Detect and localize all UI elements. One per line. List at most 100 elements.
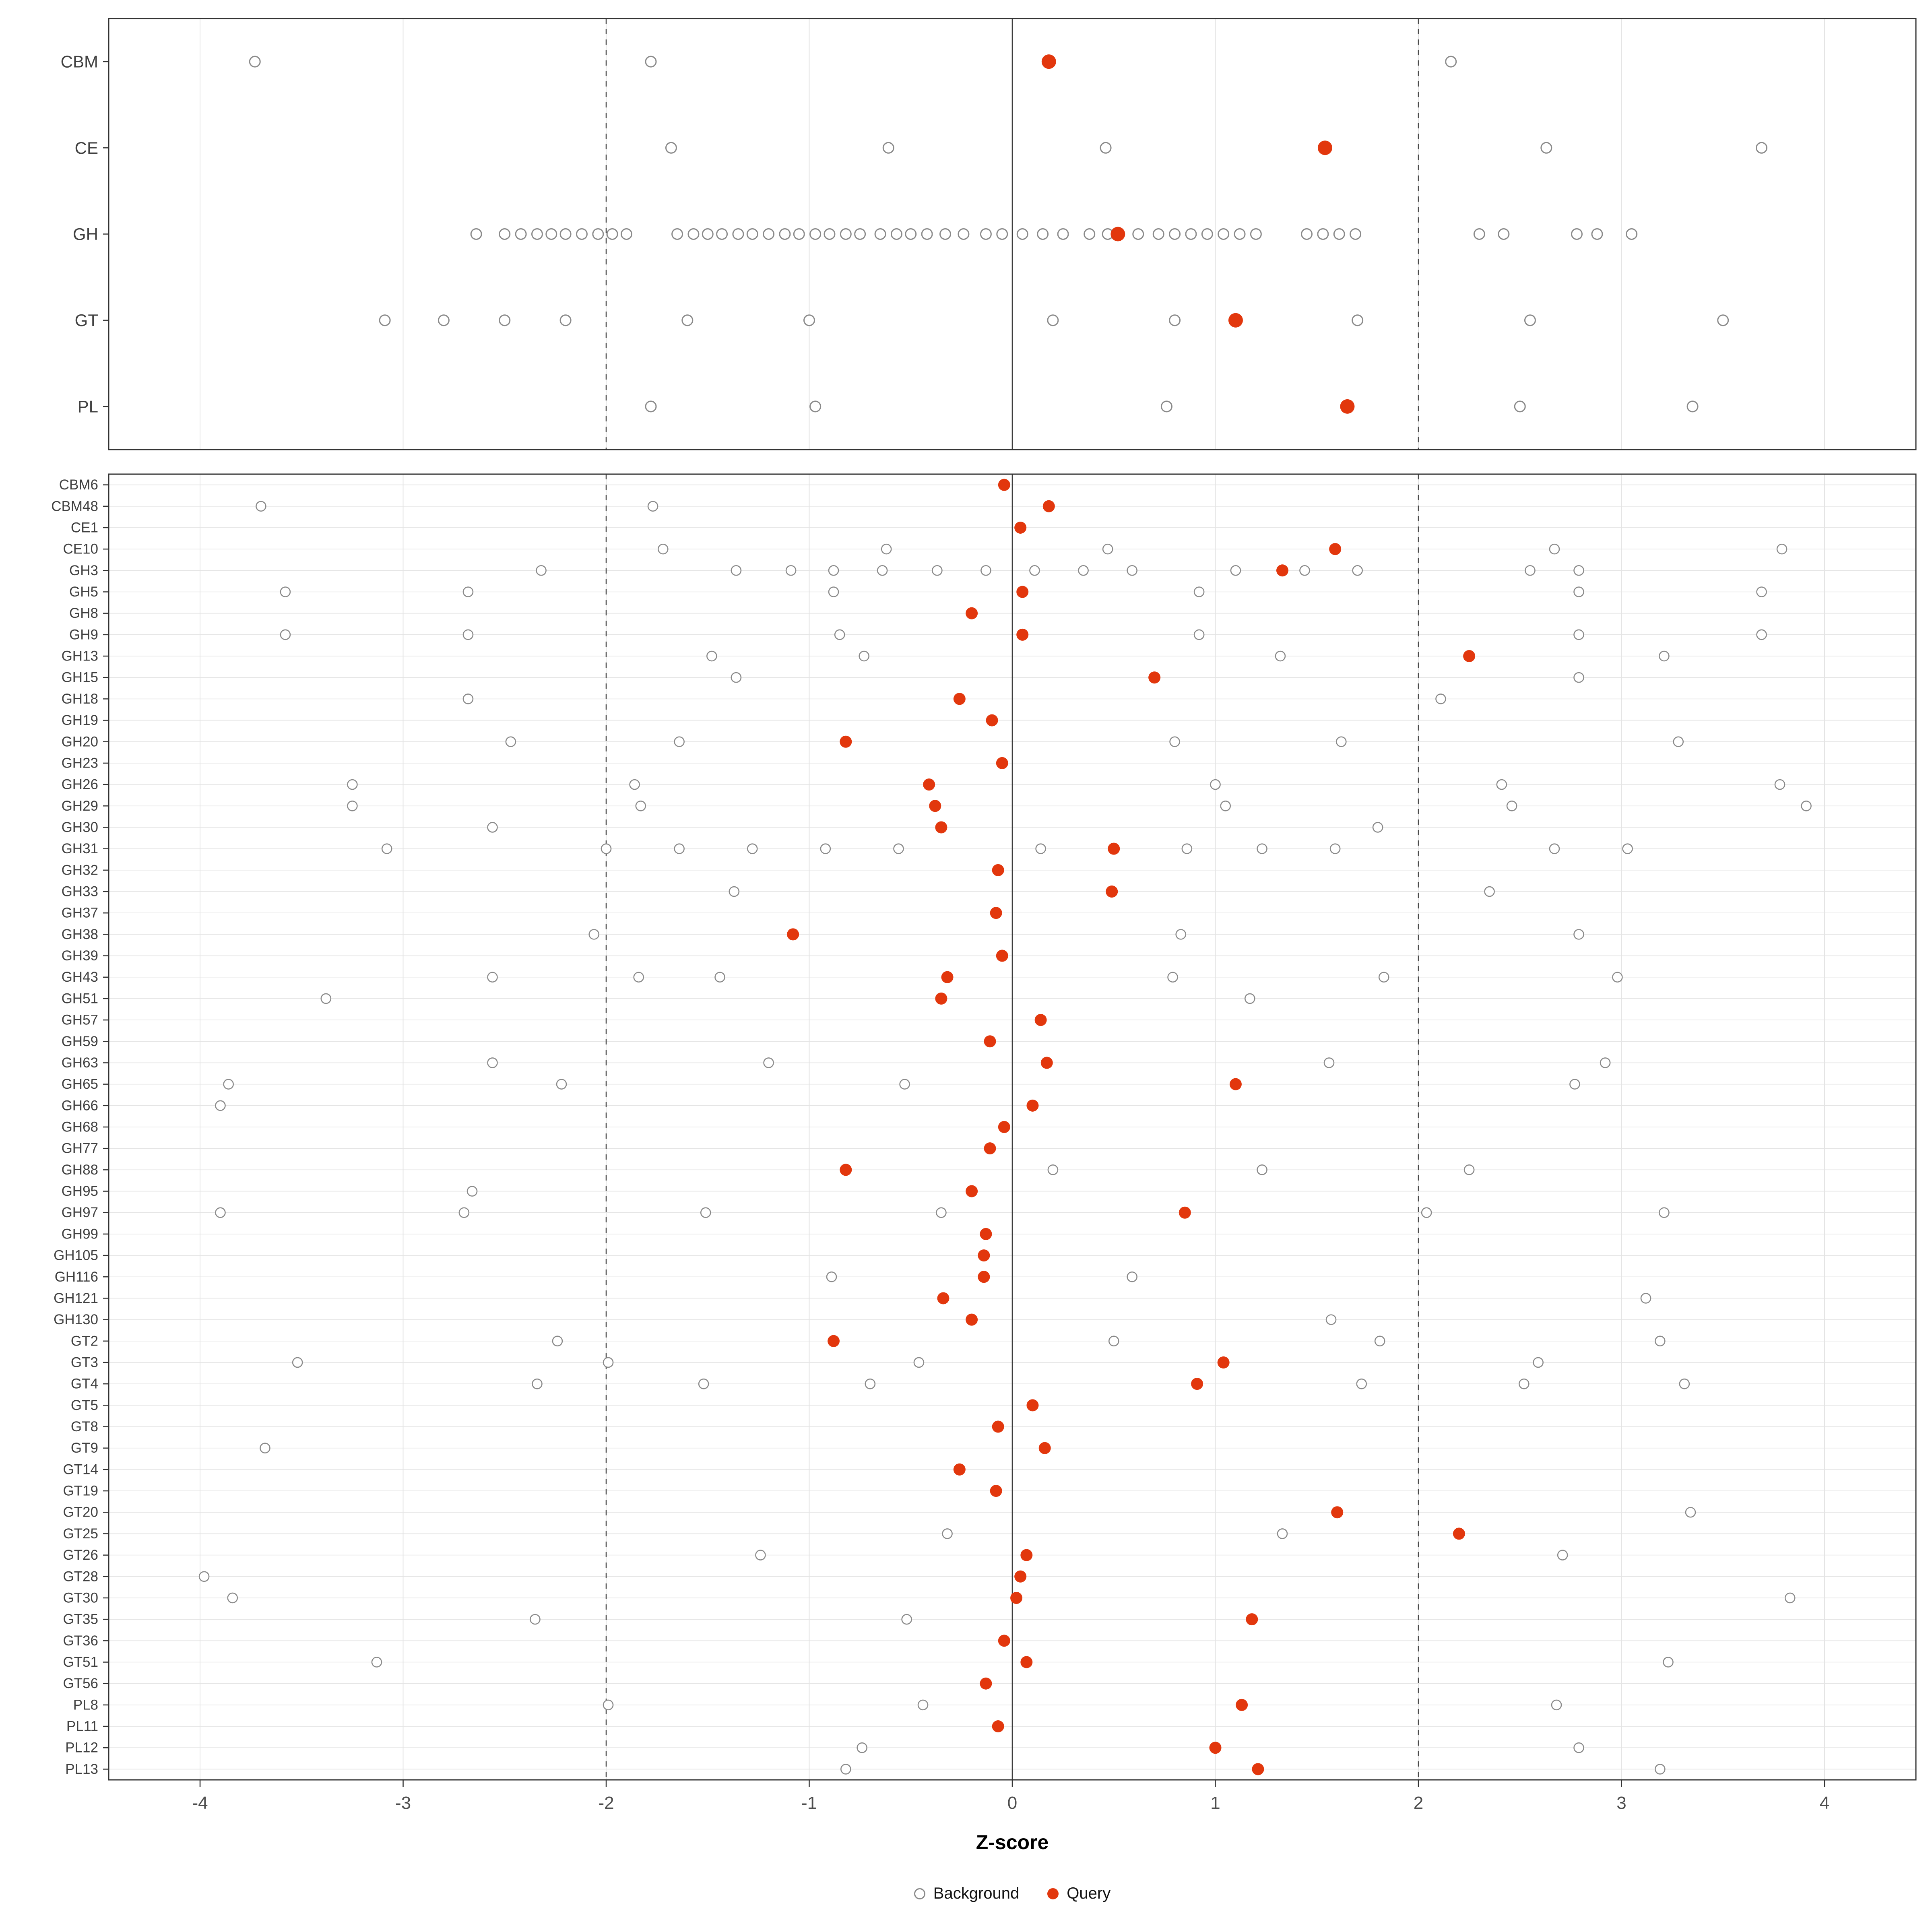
query-point [787,928,799,941]
query-point [1038,1442,1051,1454]
background-point [687,228,700,240]
x-tick-label: 0 [1007,1793,1017,1813]
background-point [732,228,744,240]
y-tick-label: GH95 [62,1183,98,1199]
background-point [881,543,892,555]
background-point [645,56,657,68]
query-point [966,607,978,619]
background-point [499,228,511,240]
background-point [1573,565,1584,576]
query-point [941,971,954,983]
y-tick-label: GH88 [62,1162,98,1178]
background-point [716,228,728,240]
y-tick-label: GH105 [54,1248,98,1263]
query-point [1020,1549,1033,1561]
background-point [657,543,669,555]
background-point [1557,1550,1568,1560]
legend-item-background: Background [914,1885,1019,1903]
query-point [1016,586,1029,598]
y-tick-label: GH43 [62,969,98,985]
background-point [674,843,685,854]
background-point [874,228,886,240]
background-point [1659,1207,1670,1218]
background-point [958,228,970,240]
background-point [731,672,742,683]
background-point [779,228,791,240]
background-point [809,228,822,240]
background-point [809,400,822,413]
background-point [215,1100,226,1111]
background-point [681,314,694,326]
y-tick-label: GT26 [63,1547,98,1563]
background-point [729,886,740,897]
background-point [592,228,604,240]
y-tick-label: CE [75,138,98,157]
background-point [1685,1507,1696,1518]
background-point [942,1528,953,1539]
y-tick-label: GH121 [54,1290,98,1306]
y-tick-label: GH68 [62,1119,98,1135]
background-point [292,1357,303,1368]
query-point [1331,1506,1344,1519]
background-point [1549,843,1560,854]
query-point [980,1677,992,1690]
query-point [998,479,1010,491]
query-point [828,1335,840,1347]
query-point [1228,313,1243,328]
query-point [1026,1399,1039,1412]
background-point [576,228,588,240]
background-point [1756,629,1767,640]
query-point [1453,1527,1465,1540]
background-point [1335,736,1347,747]
background-point [747,843,758,854]
query-point [1041,54,1056,69]
query-point [990,907,1002,919]
background-point [466,1186,478,1197]
x-tick-label: -1 [801,1793,817,1813]
background-point [1333,228,1345,240]
background-point [700,1207,711,1218]
background-point [505,736,516,747]
query-point [1340,399,1355,414]
background-point [1663,1657,1674,1668]
background-point [785,565,797,576]
background-point [1029,565,1040,576]
background-point [936,1207,947,1218]
background-point [1533,1357,1544,1368]
y-tick-label: CE10 [63,541,98,557]
y-tick-label: GH20 [62,734,98,749]
y-tick-label: PL12 [65,1740,98,1756]
query-point [1252,1763,1264,1775]
background-point [256,501,266,512]
query-point [1042,500,1055,512]
background-point [1325,1314,1337,1325]
background-point [913,1357,925,1368]
background-point [645,400,657,413]
background-point [865,1378,876,1389]
query-point [980,1228,992,1240]
background-point [1655,1335,1666,1347]
background-point [1421,1207,1432,1218]
background-point [834,629,845,640]
y-tick-label: GT56 [63,1676,98,1691]
y-tick-label: GH39 [62,948,98,964]
background-point [559,314,572,326]
background-point [515,228,527,240]
background-point [1275,650,1286,662]
background-point [1514,400,1526,413]
background-point [1108,1335,1119,1347]
y-tick-label: GH99 [62,1226,98,1242]
background-point [840,228,852,240]
y-tick-label: GH33 [62,884,98,900]
background-point [603,1357,614,1368]
background-point [1573,629,1584,640]
background-point [826,1271,837,1282]
background-point [1100,142,1112,154]
x-tick-label: -2 [598,1793,614,1813]
query-point [1106,886,1118,898]
query-point [929,800,941,812]
background-point [280,586,291,597]
y-tick-label: GH19 [62,712,98,728]
background-point [1329,843,1341,854]
background-point [1016,228,1028,240]
